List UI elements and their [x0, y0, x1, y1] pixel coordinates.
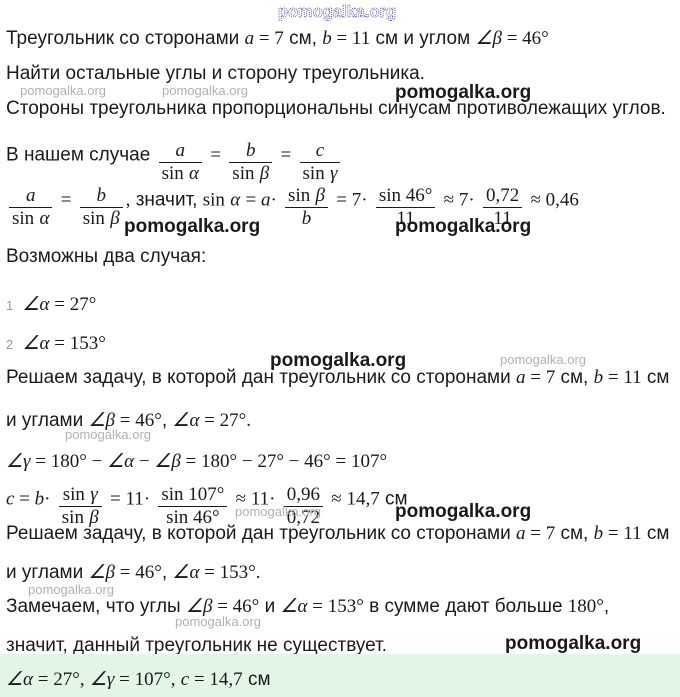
svg-text:pomogalka.org: pomogalka.org — [278, 3, 396, 21]
